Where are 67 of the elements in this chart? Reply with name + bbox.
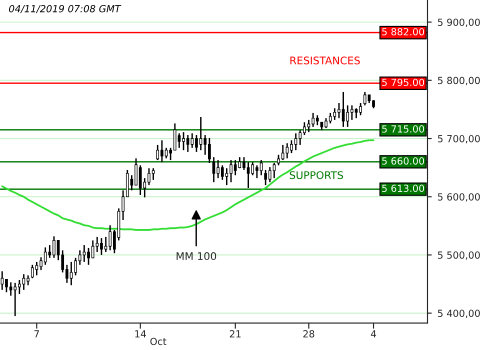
candlestick xyxy=(260,159,263,176)
ref-line-label: 5 795.00 xyxy=(382,78,424,86)
candlestick xyxy=(204,134,207,156)
candlestick xyxy=(199,116,202,151)
candlestick xyxy=(186,134,190,153)
annotation: 04/11/2019 07:08 GMT xyxy=(9,5,122,14)
candlestick xyxy=(44,246,47,266)
y-tick-label: 5 400,00 xyxy=(438,310,480,318)
candlestick xyxy=(108,224,112,251)
candlestick xyxy=(0,270,4,291)
candlestick xyxy=(173,122,176,151)
candlestick xyxy=(316,114,319,126)
candlestick xyxy=(178,132,181,149)
candlestick xyxy=(363,91,366,106)
y-tick-label: 5 500,00 xyxy=(438,251,480,260)
candlestick xyxy=(48,244,52,259)
candlestick xyxy=(268,166,272,183)
candlestick xyxy=(333,108,336,121)
candlestick xyxy=(30,264,34,279)
candlestick xyxy=(156,144,160,161)
candlestick xyxy=(220,164,224,181)
candlestick xyxy=(354,108,358,119)
x-tick-label: 21 xyxy=(230,330,241,338)
candlestick xyxy=(212,156,216,183)
line-series xyxy=(1,139,374,231)
candlestick xyxy=(91,240,94,259)
annotation: SUPPORTS xyxy=(290,171,343,180)
candlestick xyxy=(190,132,194,149)
candlestick xyxy=(164,147,168,160)
candlestick xyxy=(251,162,254,176)
y-tick-label: 5 900,00 xyxy=(438,18,480,27)
candlestick xyxy=(359,102,362,116)
candlestick xyxy=(152,168,155,181)
candlestick xyxy=(70,261,73,286)
ref-line-label: 5 882.00 xyxy=(382,28,424,36)
x-tick-label: 4 xyxy=(370,330,376,338)
annotation: MM 100 xyxy=(176,252,216,260)
candlestick xyxy=(225,168,228,186)
candlestick xyxy=(294,132,298,151)
candlestick xyxy=(328,112,332,124)
y-tick-label: 5 600,00 xyxy=(438,193,480,202)
candlestick xyxy=(286,142,289,160)
x-tick-label: 28 xyxy=(303,330,314,338)
candlestick xyxy=(35,261,38,276)
annotation: RESISTANCES xyxy=(290,56,360,64)
candlestick xyxy=(82,244,86,263)
candlestick xyxy=(246,162,250,189)
candlestick xyxy=(307,119,310,133)
y-tick-label: 5 800,00 xyxy=(438,76,480,86)
candlestick xyxy=(298,130,302,146)
x-tick-label: 14 xyxy=(135,330,146,338)
candlestick xyxy=(9,282,12,296)
candlestick xyxy=(22,273,26,291)
candlestick xyxy=(26,274,30,286)
x-axis-title: Oct xyxy=(150,338,166,346)
candlestick xyxy=(272,162,276,179)
candlestick xyxy=(346,104,350,128)
ref-line-label: 5 613.00 xyxy=(382,184,424,192)
candlestick xyxy=(342,91,345,128)
candlestick xyxy=(234,159,237,176)
ref-line-label: 5 660.00 xyxy=(382,157,424,165)
candlestick xyxy=(14,282,17,317)
ref-line-label: 5 715.00 xyxy=(382,125,424,133)
candlestick xyxy=(138,164,142,196)
y-tick-label: 5 700,00 xyxy=(438,135,480,144)
candlestick xyxy=(281,144,284,161)
x-tick-label: 7 xyxy=(34,330,39,338)
